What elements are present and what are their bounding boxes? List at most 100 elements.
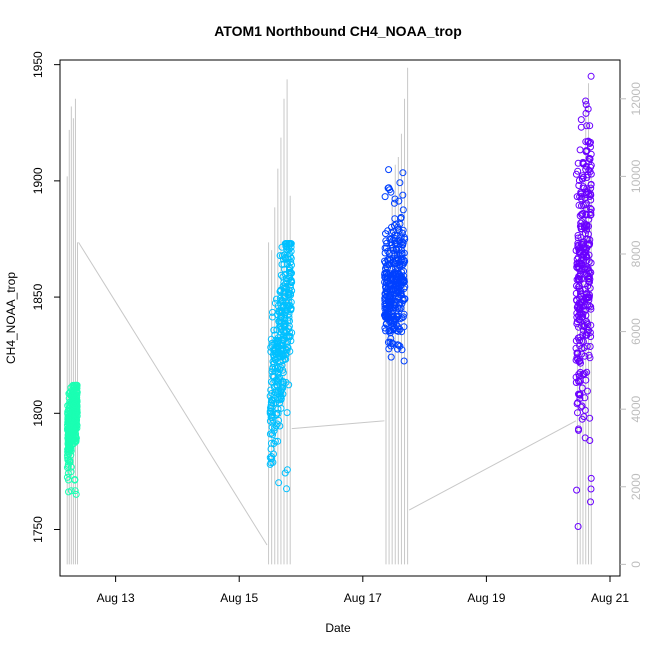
data-point: [577, 195, 585, 203]
y-tick-label-right: 0: [629, 561, 643, 568]
data-point: [279, 377, 287, 385]
data-point: [390, 199, 398, 207]
altitude-connector: [408, 420, 577, 511]
data-point: [393, 287, 401, 295]
data-point: [382, 309, 389, 317]
data-point: [396, 237, 404, 245]
data-point: [584, 272, 592, 280]
data-point: [284, 260, 292, 268]
data-point: [584, 242, 592, 250]
data-point: [65, 401, 73, 409]
data-point: [400, 357, 408, 365]
data-point: [67, 428, 75, 435]
data-point: [385, 345, 393, 353]
data-point: [391, 231, 399, 239]
data-point: [72, 411, 80, 419]
data-point: [580, 371, 588, 378]
data-point: [399, 191, 407, 199]
data-point: [381, 249, 389, 257]
data-point: [279, 357, 287, 365]
data-point: [574, 159, 582, 167]
data-point: [579, 338, 587, 345]
data-point: [581, 352, 589, 360]
data-point: [586, 204, 594, 212]
data-point: [390, 299, 398, 307]
data-point: [577, 116, 585, 124]
data-point: [576, 368, 584, 376]
data-point: [382, 279, 390, 287]
plot-frame: [59, 59, 621, 577]
data-point: [66, 417, 74, 425]
data-point: [575, 282, 583, 290]
data-point: [398, 328, 406, 336]
data-point: [285, 302, 293, 310]
data-point: [274, 437, 282, 445]
data-point: [394, 255, 402, 263]
y-tick-label-right: 6000: [629, 318, 643, 345]
data-point: [585, 296, 593, 304]
data-point: [587, 196, 595, 204]
data-point: [64, 462, 72, 470]
data-point: [387, 259, 395, 267]
data-point: [268, 429, 276, 437]
data-point: [573, 486, 581, 494]
x-axis-label: Date: [325, 621, 351, 635]
data-point: [583, 326, 591, 334]
altitude-connector: [291, 420, 385, 430]
data-point: [286, 317, 293, 325]
data-point: [288, 278, 296, 286]
data-point: [66, 431, 74, 439]
data-point: [582, 306, 590, 314]
data-point: [65, 442, 73, 450]
data-point: [582, 147, 590, 155]
data-point: [400, 310, 408, 318]
data-point: [276, 294, 284, 302]
data-point: [387, 353, 395, 361]
data-point: [581, 230, 589, 237]
data-point: [283, 339, 291, 347]
data-point: [394, 323, 402, 331]
x-axis: Aug 13 Aug 15 Aug 17 Aug 19 Aug 21: [97, 576, 629, 605]
data-point: [386, 327, 394, 335]
data-point: [391, 268, 399, 276]
data-point: [285, 310, 293, 318]
data-point: [270, 353, 278, 361]
y-tick-label-right: 12000: [629, 82, 643, 116]
y-tick-label-left: 1800: [31, 400, 45, 427]
data-point: [396, 262, 404, 270]
data-point: [399, 226, 407, 234]
data-point: [273, 326, 281, 334]
data-point: [574, 523, 582, 530]
data-point: [583, 387, 591, 395]
y-tick-label-right: 4000: [629, 396, 643, 423]
data-point: [578, 415, 586, 423]
data-point: [396, 179, 404, 187]
data-point: [577, 223, 585, 230]
data-point: [574, 232, 582, 239]
data-point: [581, 285, 589, 293]
data-point: [267, 401, 275, 409]
data-point: [572, 337, 580, 345]
data-point: [578, 384, 586, 392]
data-point: [401, 234, 408, 241]
data-point: [578, 344, 586, 352]
data-point: [279, 353, 287, 361]
data-point: [586, 168, 594, 176]
data-point: [572, 247, 580, 254]
data-point: [383, 276, 390, 284]
data-point: [276, 422, 284, 430]
data-point: [383, 244, 390, 252]
data-point: [266, 460, 274, 468]
data-point: [582, 101, 590, 109]
data-point: [276, 287, 284, 295]
y-tick-label-left: 1750: [31, 516, 45, 543]
data-point: [276, 342, 284, 350]
data-point: [386, 186, 394, 194]
data-point: [587, 485, 595, 493]
data-point: [286, 328, 293, 336]
data-point: [584, 137, 592, 145]
data-point: [587, 209, 595, 216]
data-point: [395, 305, 403, 313]
data-point: [286, 347, 294, 355]
